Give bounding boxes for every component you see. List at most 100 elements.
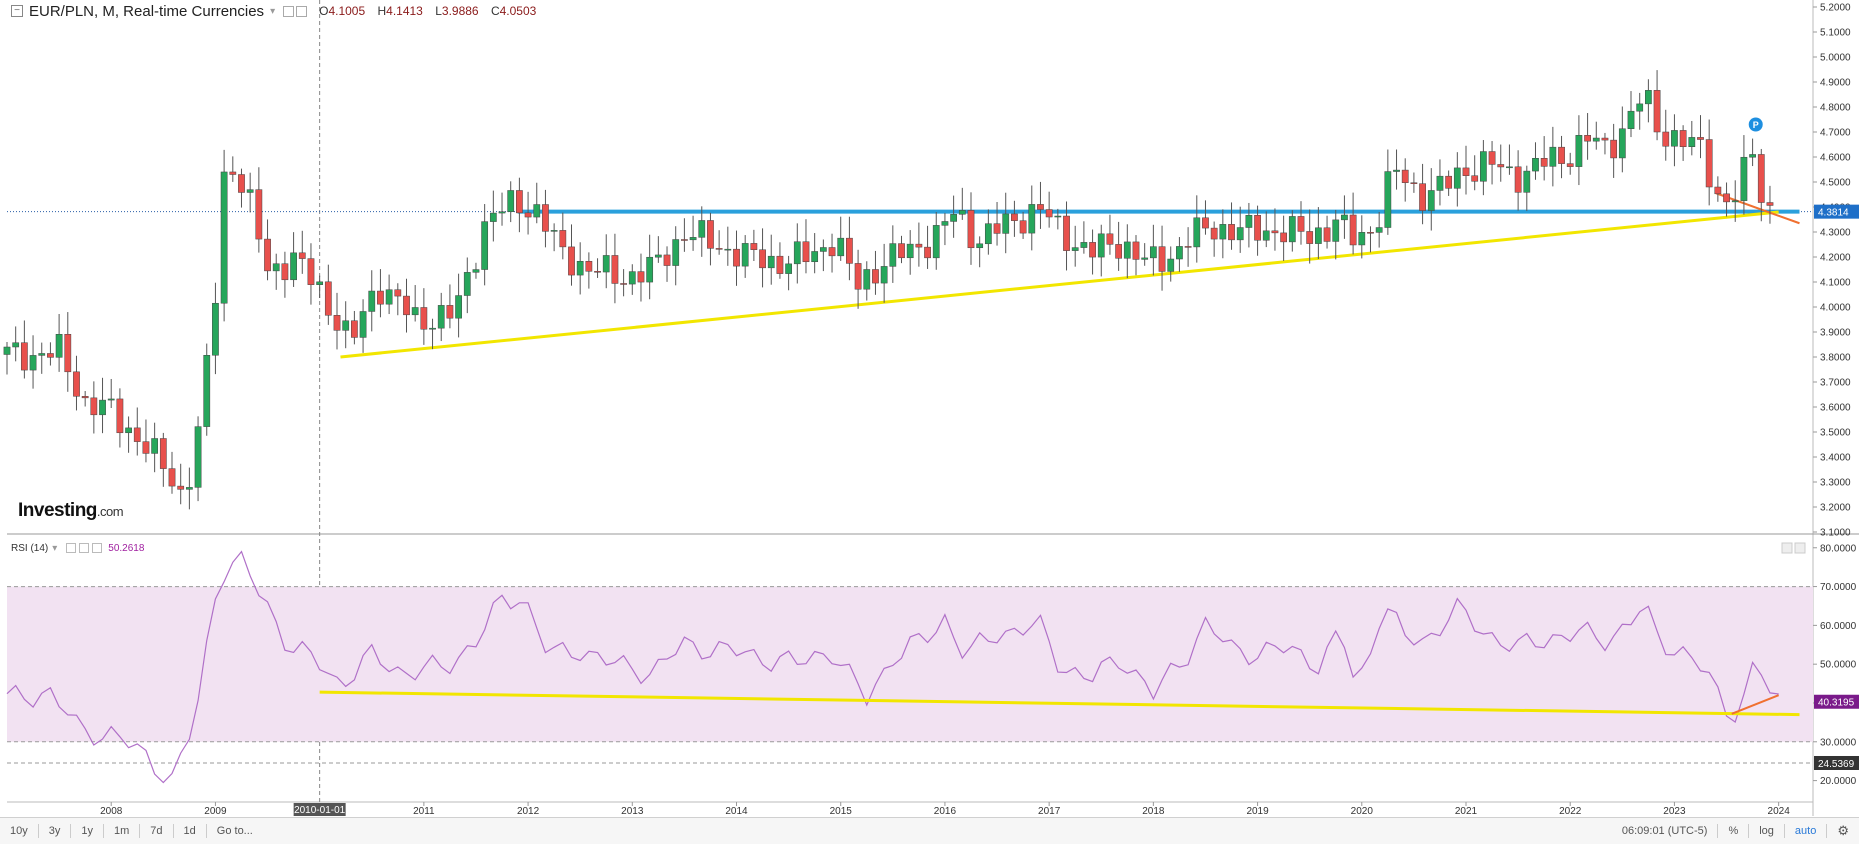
candle-body bbox=[872, 269, 879, 284]
candle-body bbox=[307, 258, 315, 285]
range-1y-button[interactable]: 1y bbox=[81, 825, 93, 837]
investing-logo: Investing.com bbox=[18, 500, 124, 522]
gear-icon[interactable]: ⚙ bbox=[1837, 823, 1849, 838]
candle-body bbox=[1610, 139, 1618, 159]
candle-body bbox=[168, 468, 176, 487]
rsi-value-badge bbox=[1814, 694, 1859, 709]
time-tick-label: 2016 bbox=[934, 806, 957, 817]
price-tick-label: 4.5000 bbox=[1820, 178, 1851, 189]
candle-body bbox=[1636, 103, 1644, 112]
rsi-chevron-icon[interactable]: ▾ bbox=[52, 542, 58, 554]
log-button[interactable]: log bbox=[1759, 825, 1774, 837]
candle-body bbox=[81, 396, 89, 399]
candle-body bbox=[1445, 175, 1453, 189]
price-trendline bbox=[340, 210, 1779, 359]
rsi-tick-label: 50.0000 bbox=[1820, 660, 1857, 671]
candle-body bbox=[12, 342, 20, 348]
rsi-close-icon[interactable] bbox=[92, 543, 103, 553]
range-1m-button[interactable]: 1m bbox=[114, 825, 130, 837]
candle-body bbox=[715, 248, 723, 250]
rsi-trendline bbox=[319, 690, 1800, 717]
candle-body bbox=[1063, 215, 1070, 251]
candle-body bbox=[1115, 244, 1123, 259]
symbol-label[interactable]: EUR/PLN, M, Real-time Currencies bbox=[29, 2, 265, 20]
divider bbox=[103, 824, 104, 838]
candle-body bbox=[1028, 204, 1036, 234]
price-tick-label: 4.7000 bbox=[1820, 128, 1851, 139]
range-7d-button[interactable]: 7d bbox=[150, 825, 163, 837]
candle-body bbox=[1627, 110, 1635, 129]
price-tick-label: 5.1000 bbox=[1820, 28, 1851, 39]
candle-body bbox=[446, 305, 454, 319]
candle-body bbox=[1479, 151, 1487, 182]
candle-body bbox=[1089, 242, 1096, 258]
current-price-badge-text: 4.3814 bbox=[1818, 208, 1849, 219]
percent-button[interactable]: % bbox=[1728, 825, 1739, 837]
rsi-hide-icon[interactable] bbox=[66, 543, 77, 553]
candle-body bbox=[298, 252, 306, 259]
candle-body bbox=[1210, 227, 1218, 240]
candle-body bbox=[429, 327, 436, 330]
candle-body bbox=[272, 263, 280, 272]
candle-body bbox=[1384, 171, 1392, 228]
collapse-toggle-icon[interactable]: − bbox=[11, 5, 23, 17]
candle-body bbox=[1236, 227, 1244, 241]
candle-body bbox=[1349, 214, 1357, 246]
candle-body bbox=[185, 487, 193, 490]
candle-body bbox=[924, 246, 931, 259]
rsi-label[interactable]: RSI (14) bbox=[11, 542, 49, 554]
candle-body bbox=[785, 263, 792, 274]
candle-body bbox=[1766, 202, 1774, 206]
candle-body bbox=[837, 237, 845, 257]
goto-button[interactable]: Go to... bbox=[216, 825, 253, 837]
time-tick-label: 2019 bbox=[1246, 806, 1269, 817]
candle-body bbox=[281, 263, 289, 281]
candle-body bbox=[1506, 166, 1513, 169]
candle-body bbox=[1332, 219, 1340, 242]
candle-body bbox=[437, 305, 445, 329]
candle-body bbox=[1532, 158, 1539, 172]
candle-body bbox=[863, 269, 871, 290]
divider bbox=[1717, 824, 1719, 838]
range-1d-button[interactable]: 1d bbox=[183, 825, 196, 837]
candle-body bbox=[707, 220, 714, 249]
candle-body bbox=[264, 238, 271, 272]
candle-body bbox=[1592, 137, 1600, 142]
candle-body bbox=[507, 190, 515, 212]
candle-body bbox=[1045, 209, 1053, 218]
candle-body bbox=[828, 247, 836, 257]
rsi-line bbox=[6, 550, 1779, 784]
range-3y-button[interactable]: 3y bbox=[48, 825, 61, 837]
time-tick-label: 2013 bbox=[621, 806, 644, 817]
auto-button[interactable]: auto bbox=[1794, 825, 1817, 837]
candle-body bbox=[255, 189, 263, 240]
candle-body bbox=[1375, 227, 1383, 233]
candle-body bbox=[550, 230, 558, 232]
candle-body bbox=[1141, 257, 1149, 260]
settings-icon[interactable] bbox=[283, 5, 295, 17]
candle-body bbox=[1723, 193, 1730, 203]
chevron-down-icon[interactable]: ▾ bbox=[270, 5, 276, 17]
time-tick-label: 2020 bbox=[1351, 806, 1374, 817]
candle-body bbox=[1054, 215, 1062, 218]
candle-body bbox=[611, 255, 619, 284]
logo-text: Investing bbox=[18, 500, 97, 521]
rsi-orange-line bbox=[1731, 694, 1780, 715]
hide-icon[interactable] bbox=[296, 5, 308, 17]
divider bbox=[1748, 824, 1750, 838]
candle-body bbox=[220, 171, 228, 304]
candle-body bbox=[976, 243, 984, 249]
candle-body bbox=[455, 295, 462, 319]
price-tick-label: 3.9000 bbox=[1820, 328, 1851, 339]
candle-body bbox=[1740, 156, 1748, 201]
candle-body bbox=[1514, 166, 1522, 193]
range-10y-button[interactable]: 10y bbox=[10, 825, 28, 837]
candle-body bbox=[498, 211, 506, 214]
divider bbox=[172, 824, 174, 838]
candle-body bbox=[1436, 175, 1444, 191]
rsi-settings-icon[interactable] bbox=[79, 543, 90, 553]
candle-body bbox=[1549, 146, 1557, 167]
rsi-value: 50.2618 bbox=[108, 542, 145, 554]
candle-body bbox=[793, 241, 801, 265]
candle-body bbox=[1097, 233, 1105, 258]
